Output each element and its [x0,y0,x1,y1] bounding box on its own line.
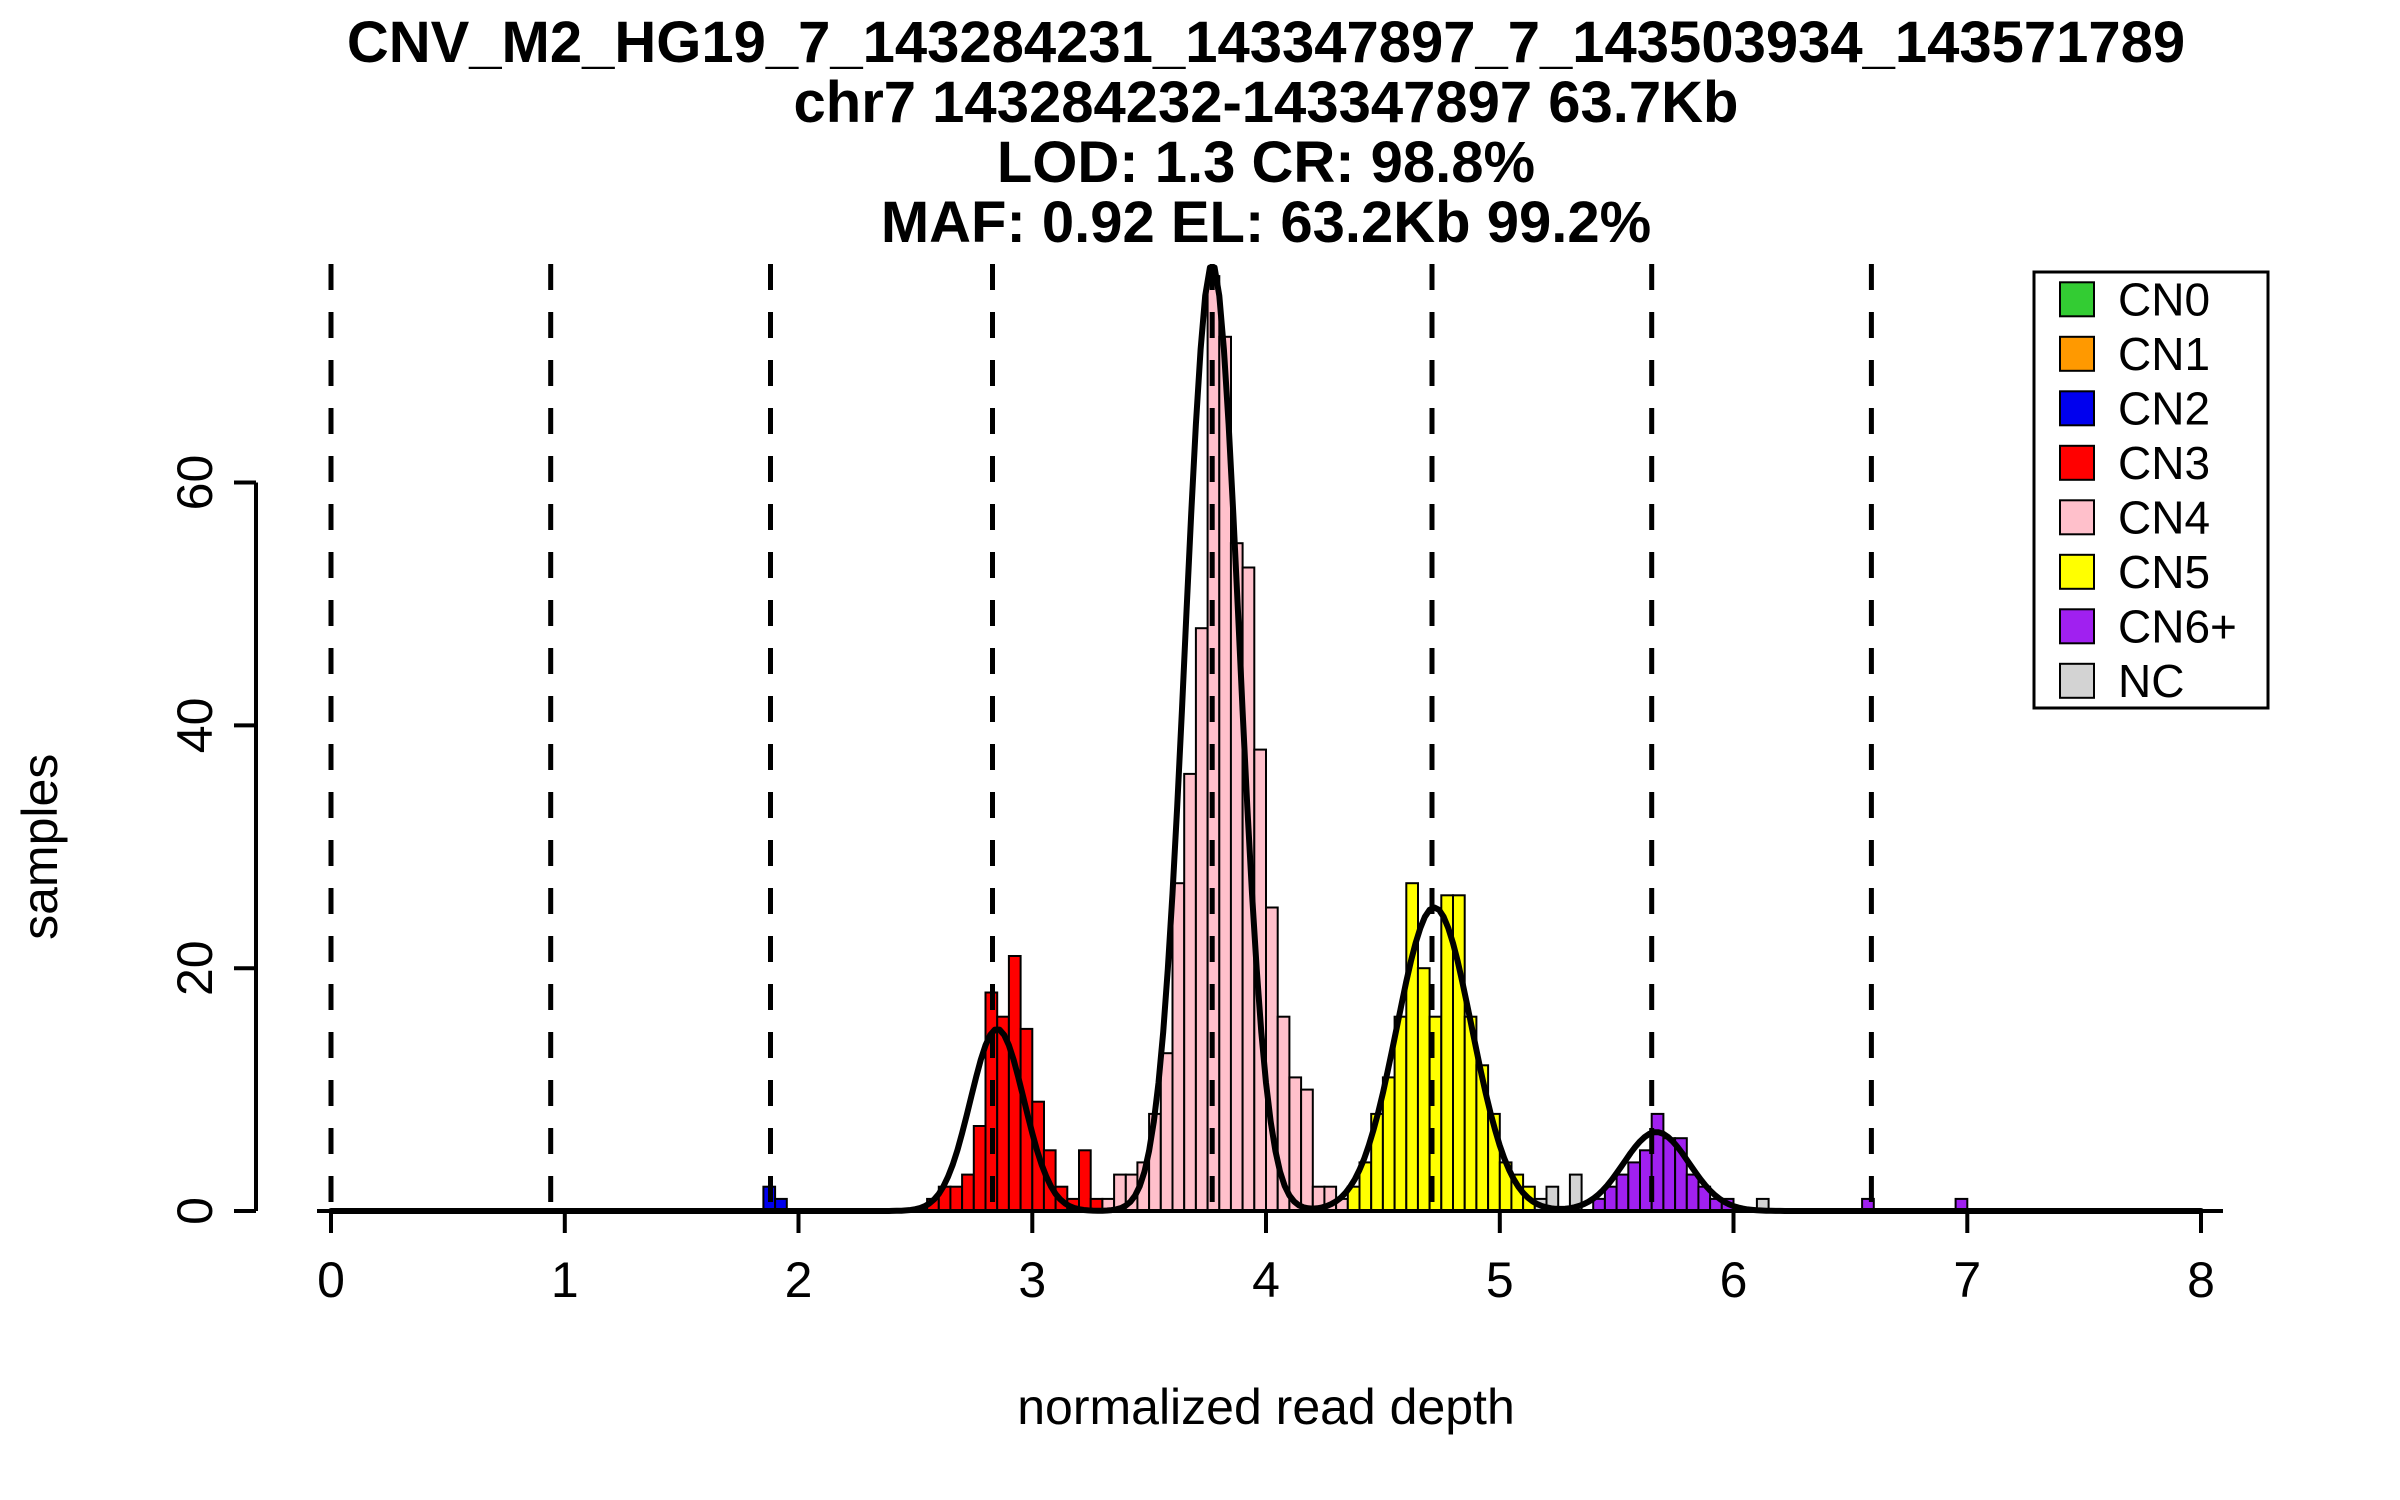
chart-title-line-1: CNV_M2_HG19_7_143284231_143347897_7_1435… [347,10,2185,75]
histogram-bar-cn4 [1194,627,1209,1212]
legend-swatch-cn4 [2059,499,2095,536]
density-curve [328,264,2204,1214]
x-tick-label: 4 [1252,1252,1280,1308]
x-tick-label: 6 [1720,1252,1748,1308]
legend-label-cn0: CN0 [2118,273,2210,325]
histogram-bar-cn6plus [1662,1137,1677,1212]
histogram-bar-cn5 [1393,1015,1408,1213]
histogram-bar-cn4 [1159,1052,1174,1212]
histogram-bar-cn6plus [1627,1161,1642,1213]
x-tick-label: 2 [785,1252,813,1308]
x-tick-label: 5 [1486,1252,1514,1308]
legend-swatch-cn3 [2059,444,2095,481]
histogram-bar-cn4 [1171,882,1186,1212]
histogram-bar-cn3 [972,1125,987,1212]
histogram-bar-cn5 [1416,967,1431,1213]
histogram-bar-cn4 [1300,1088,1314,1212]
histogram-bar-cn3 [1078,1149,1092,1213]
legend-swatch-nc [2059,662,2095,699]
cluster-mean-lines [328,264,1874,1211]
histogram-bars [762,275,1969,1213]
legend-swatch-cn2 [2059,390,2095,427]
x-tick-label: 8 [2187,1252,2215,1308]
legend-label-cn5: CN5 [2118,546,2210,598]
histogram-bar-cn4 [1183,772,1197,1213]
histogram-bar-cn3 [949,1185,964,1212]
legend-swatch-cn0 [2059,281,2095,318]
histogram-bar-cn6plus [1685,1173,1700,1212]
x-tick-label: 3 [1018,1252,1046,1308]
legend-swatch-cn6plus [2059,608,2095,645]
y-tick-label: 20 [167,940,223,996]
x-axis-title: normalized read depth [1017,1379,1515,1435]
x-tick-label: 0 [317,1252,345,1308]
chart-title-line-4: MAF: 0.92 EL: 63.2Kb 99.2% [881,190,1651,255]
chart-title-line-2: chr7 143284232-143347897 63.7Kb [794,70,1739,135]
histogram-bar-cn4 [1288,1076,1303,1213]
legend-label-nc: NC [2118,655,2184,707]
y-tick-label: 0 [167,1197,223,1225]
chart-title-line-3: LOD: 1.3 CR: 98.8% [997,130,1535,195]
legend-label-cn1: CN1 [2118,328,2210,380]
legend-swatch-cn1 [2059,335,2095,372]
histogram-bar-cn6plus [1615,1173,1630,1212]
legend-label-cn3: CN3 [2118,437,2210,489]
y-tick-label: 40 [167,698,223,754]
x-tick-label: 1 [551,1252,579,1308]
legend-label-cn2: CN2 [2118,382,2210,434]
legend-swatch-cn5 [2059,553,2095,590]
y-axis-title: samples [12,754,68,940]
legend-label-cn4: CN4 [2118,491,2210,543]
y-tick-label: 60 [167,455,223,511]
legend-label-cn6plus: CN6+ [2118,600,2237,652]
histogram-bar-cn3 [961,1173,975,1212]
x-tick-label: 7 [1953,1252,1981,1308]
